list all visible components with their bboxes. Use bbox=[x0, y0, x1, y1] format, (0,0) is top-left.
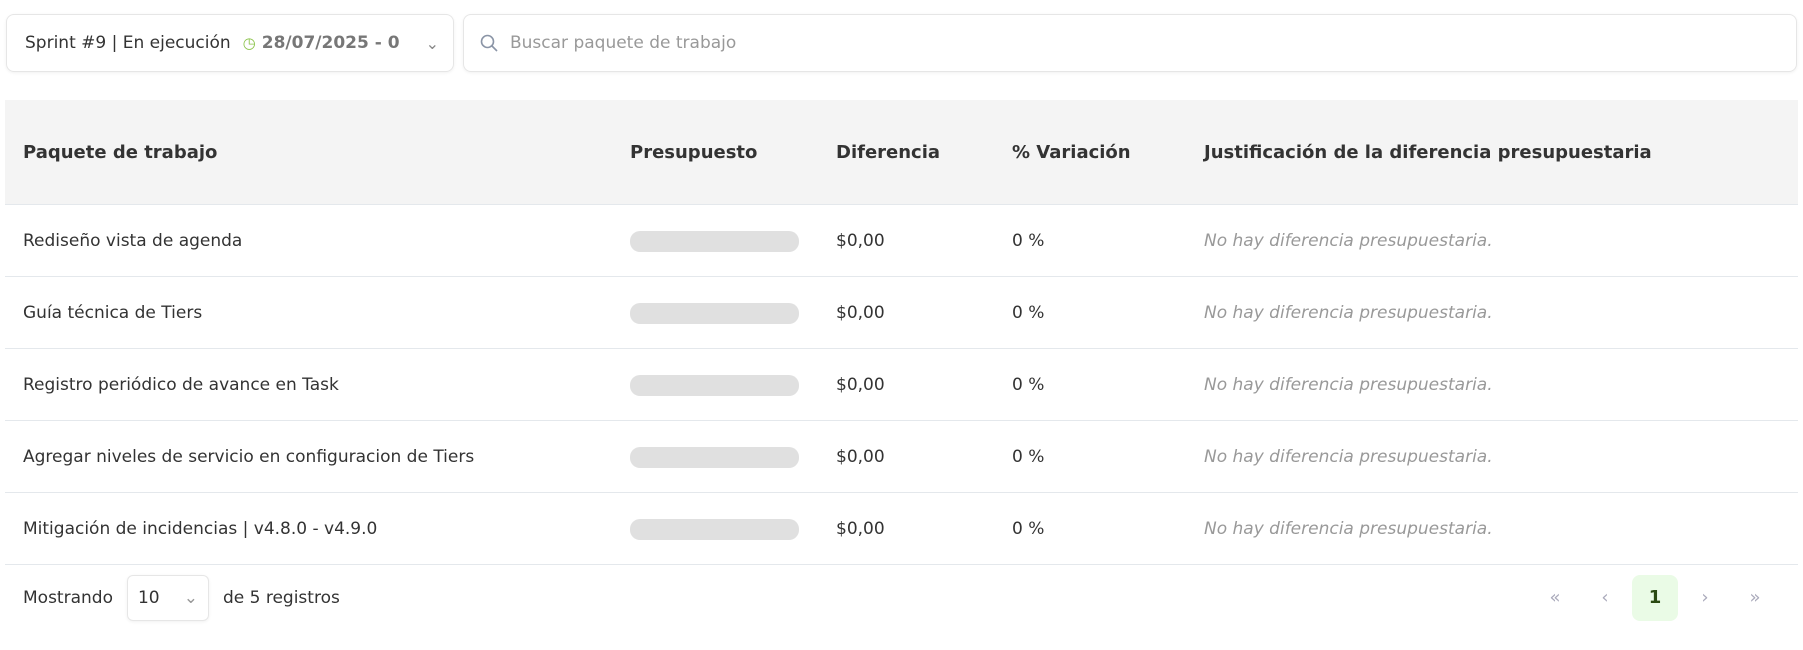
justification-text: No hay diferencia presupuestaria. bbox=[1204, 446, 1493, 467]
col-budget[interactable]: Presupuesto bbox=[630, 141, 758, 163]
table-row: Registro periódico de avance en Task $0,… bbox=[5, 349, 1798, 421]
difference-value: $0,00 bbox=[836, 518, 885, 539]
records-label: de 5 registros bbox=[222, 587, 340, 608]
budget-placeholder-bar bbox=[630, 374, 799, 396]
table-row: Agregar niveles de servicio en configura… bbox=[5, 421, 1798, 493]
table-row: Guía técnica de Tiers $0,00 0 % No hay d… bbox=[5, 277, 1798, 349]
justification-text: No hay diferencia presupuestaria. bbox=[1204, 374, 1493, 395]
budget-placeholder-bar bbox=[630, 230, 799, 252]
search-box[interactable] bbox=[463, 14, 1797, 72]
col-justification[interactable]: Justificación de la diferencia presupues… bbox=[1204, 141, 1652, 163]
work-package-name: Guía técnica de Tiers bbox=[23, 302, 203, 323]
table-row: Rediseño vista de agenda $0,00 0 % No ha… bbox=[5, 205, 1798, 277]
justification-text: No hay diferencia presupuestaria. bbox=[1204, 230, 1493, 251]
sprint-selector[interactable]: Sprint #9 | En ejecución ◷ 28/07/2025 - … bbox=[6, 14, 454, 72]
budget-table: Paquete de trabajo Presupuesto Diferenci… bbox=[5, 100, 1798, 565]
col-difference[interactable]: Diferencia bbox=[836, 141, 941, 163]
difference-value: $0,00 bbox=[836, 446, 885, 467]
clock-icon: ◷ bbox=[242, 34, 256, 52]
chevron-down-icon: ⌄ bbox=[419, 33, 439, 53]
page-size-select[interactable]: 10 ⌄ bbox=[126, 574, 209, 621]
col-work-package[interactable]: Paquete de trabajo bbox=[23, 141, 218, 163]
sprint-date: 28/07/2025 - 08 bbox=[261, 33, 400, 53]
col-variation[interactable]: % Variación bbox=[1012, 141, 1131, 163]
next-page-button[interactable]: › bbox=[1701, 587, 1709, 608]
difference-value: $0,00 bbox=[836, 302, 885, 323]
table-header: Paquete de trabajo Presupuesto Diferenci… bbox=[5, 100, 1798, 205]
page-size-value: 10 bbox=[137, 587, 160, 608]
table-row: Mitigación de incidencias | v4.8.0 - v4.… bbox=[5, 493, 1798, 565]
budget-placeholder-bar bbox=[630, 446, 799, 468]
variation-value: 0 % bbox=[1012, 518, 1045, 539]
variation-value: 0 % bbox=[1012, 446, 1045, 467]
variation-value: 0 % bbox=[1012, 230, 1045, 251]
chevron-down-icon: ⌄ bbox=[183, 587, 198, 608]
work-package-name: Agregar niveles de servicio en configura… bbox=[23, 446, 475, 467]
budget-placeholder-bar bbox=[630, 302, 799, 324]
search-icon bbox=[480, 34, 498, 52]
sprint-label: Sprint #9 | En ejecución bbox=[25, 33, 231, 53]
prev-page-button[interactable]: ‹ bbox=[1601, 587, 1609, 608]
showing-label: Mostrando bbox=[23, 587, 113, 608]
table-footer: Mostrando 10 ⌄ de 5 registros « ‹ 1 › » bbox=[5, 570, 1798, 625]
justification-text: No hay diferencia presupuestaria. bbox=[1204, 518, 1493, 539]
justification-text: No hay diferencia presupuestaria. bbox=[1204, 302, 1493, 323]
pagination: « ‹ 1 › » bbox=[1528, 574, 1778, 621]
page-1-button[interactable]: 1 bbox=[1632, 574, 1678, 621]
search-input[interactable] bbox=[510, 33, 1780, 53]
last-page-button[interactable]: » bbox=[1749, 587, 1761, 608]
variation-value: 0 % bbox=[1012, 302, 1045, 323]
variation-value: 0 % bbox=[1012, 374, 1045, 395]
work-package-name: Mitigación de incidencias | v4.8.0 - v4.… bbox=[23, 518, 378, 539]
difference-value: $0,00 bbox=[836, 230, 885, 251]
work-package-name: Registro periódico de avance en Task bbox=[23, 374, 339, 395]
budget-placeholder-bar bbox=[630, 518, 799, 540]
first-page-button[interactable]: « bbox=[1549, 587, 1561, 608]
work-package-name: Rediseño vista de agenda bbox=[23, 230, 243, 251]
difference-value: $0,00 bbox=[836, 374, 885, 395]
